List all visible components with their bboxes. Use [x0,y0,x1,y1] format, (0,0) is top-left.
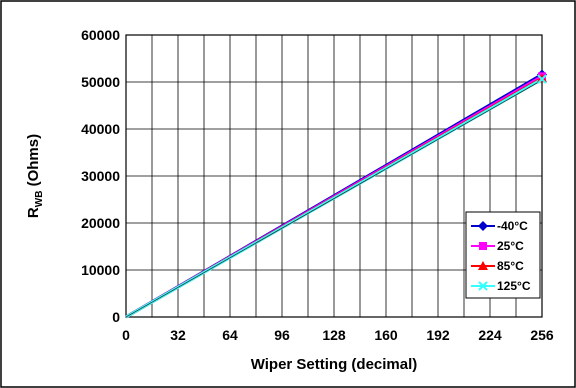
y-axis-title: RWB (Ohms) [25,134,45,218]
x-tick-label: 256 [530,327,554,343]
legend-marker-2 [478,261,488,270]
legend-marker-1 [479,242,487,250]
x-tick-label: 32 [170,327,186,343]
y-axis-title-main: R [25,207,42,218]
y-tick-label: 50000 [81,74,120,90]
x-axis-title: Wiper Setting (decimal) [251,356,418,373]
x-tick-label: 224 [478,327,502,343]
legend-label-0: -40°C [497,219,528,233]
series-lines [125,69,547,319]
legend-marker-3 [478,281,488,291]
x-tick-label: 128 [322,327,346,343]
y-tick-label: 30000 [81,168,120,184]
y-tick-label: 10000 [81,262,120,278]
y-tick-label: 20000 [81,215,120,231]
legend-marker-0 [478,221,488,231]
tick-labels: 0 10000 20000 30000 40000 50000 60000 0 32 64 96 12… [81,27,554,343]
x-tick-label: 160 [374,327,398,343]
legend-label-2: 85°C [497,259,524,273]
x-tick-label: 96 [274,327,290,343]
legend-label-1: 25°C [497,239,524,253]
series-end-marker-2 [537,73,547,83]
x-tick-label: 192 [426,327,450,343]
y-tick-label: 0 [112,309,120,325]
y-tick-label: 40000 [81,121,120,137]
series-overlay-line [125,79,543,318]
plot-area [125,34,543,318]
series-end-marker-3 [537,74,547,84]
y-tick-label: 60000 [81,27,120,43]
legend: -40°C 25°C 85°C 125°C [465,211,541,299]
x-tick-label: 0 [122,327,130,343]
x-tick-label: 64 [222,327,238,343]
legend-label-3: 125°C [497,279,531,293]
y-axis-title-sub: WB [34,191,45,208]
y-axis-title-rest: (Ohms) [25,134,42,191]
